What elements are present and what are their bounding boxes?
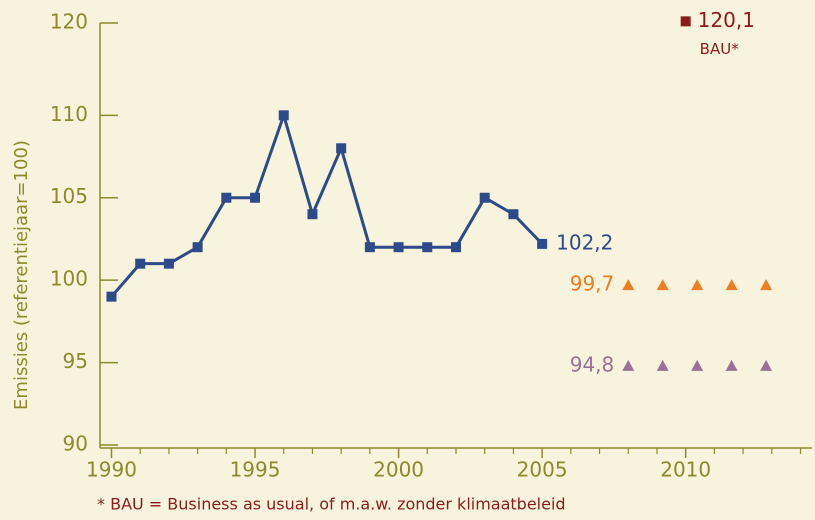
marker xyxy=(760,279,773,291)
y-tick-label: 105 xyxy=(50,184,88,208)
marker xyxy=(451,242,461,253)
marker xyxy=(622,359,635,371)
x-tick-label: 2010 xyxy=(660,458,711,482)
line xyxy=(110,113,544,298)
marker xyxy=(135,258,146,269)
value-label: 120,1 xyxy=(698,8,755,32)
marker xyxy=(106,291,117,302)
marker xyxy=(508,209,519,220)
marker xyxy=(760,359,773,371)
marker xyxy=(725,359,738,371)
marker xyxy=(656,359,669,371)
marker xyxy=(691,359,704,371)
marker xyxy=(336,143,347,154)
x-tick-label: 1995 xyxy=(230,458,281,482)
marker xyxy=(680,16,691,27)
y-tick-label: 110 xyxy=(50,102,88,126)
marker xyxy=(422,242,433,253)
marker xyxy=(622,279,635,291)
marker xyxy=(537,238,548,249)
marker xyxy=(393,242,404,253)
marker xyxy=(479,192,490,203)
marker xyxy=(250,192,261,203)
value-label: 94,8 xyxy=(570,352,615,376)
x-tick-label: 1990 xyxy=(86,458,137,482)
y-tick-label: 100 xyxy=(50,267,88,291)
y-tick-label: 90 xyxy=(63,432,88,456)
marker xyxy=(725,279,738,291)
marker xyxy=(656,279,669,291)
y-axis-label: Emissies (referentiejaar=100) xyxy=(11,140,32,410)
value-label: 102,2 xyxy=(556,230,613,254)
y-tick-label: 95 xyxy=(63,349,88,373)
footnote: * BAU = Business as usual, of m.a.w. zon… xyxy=(97,495,566,514)
series-label: BAU* xyxy=(700,40,740,58)
marker xyxy=(221,192,232,203)
marker xyxy=(278,110,289,121)
y-tick-label: 120 xyxy=(50,10,88,34)
marker xyxy=(163,258,174,269)
marker xyxy=(307,209,318,220)
value-label: 99,7 xyxy=(570,272,615,296)
marker xyxy=(364,242,375,253)
x-tick-label: 2000 xyxy=(373,458,424,482)
marker xyxy=(691,279,704,291)
x-tick-label: 2005 xyxy=(517,458,568,482)
marker xyxy=(192,242,203,253)
